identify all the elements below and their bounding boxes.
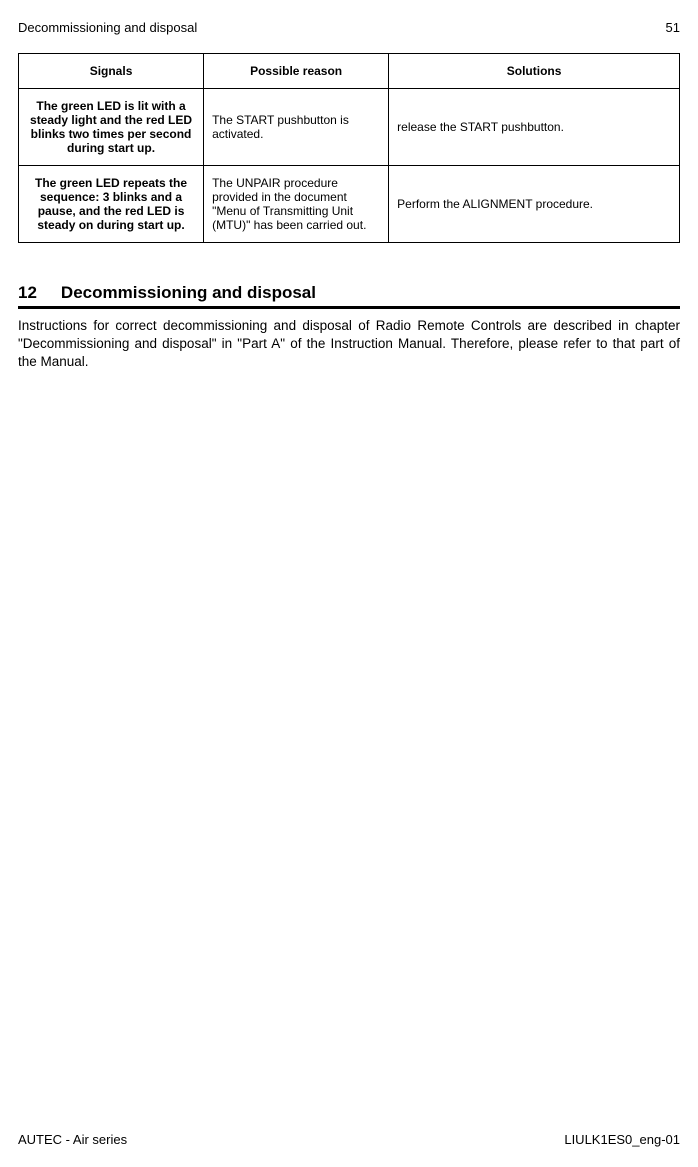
cell-reason: The START pushbutton is activated. bbox=[204, 89, 389, 166]
col-signals: Signals bbox=[19, 54, 204, 89]
cell-signals: The green LED is lit with a steady light… bbox=[19, 89, 204, 166]
footer-left: AUTEC - Air series bbox=[18, 1132, 127, 1147]
page-footer: AUTEC - Air series LIULK1ES0_eng-01 bbox=[18, 1132, 680, 1147]
col-solutions: Solutions bbox=[389, 54, 680, 89]
header-title: Decommissioning and disposal bbox=[18, 20, 197, 35]
page-header: Decommissioning and disposal 51 bbox=[18, 20, 680, 35]
cell-solution: Perform the ALIGNMENT procedure. bbox=[389, 166, 680, 243]
table-row: The green LED is lit with a steady light… bbox=[19, 89, 680, 166]
footer-right: LIULK1ES0_eng-01 bbox=[564, 1132, 680, 1147]
section-title: Decommissioning and disposal bbox=[61, 283, 316, 303]
cell-signals: The green LED repeats the sequence: 3 bl… bbox=[19, 166, 204, 243]
section-header: 12 Decommissioning and disposal bbox=[18, 283, 680, 309]
troubleshooting-table: Signals Possible reason Solutions The gr… bbox=[18, 53, 680, 243]
page-number: 51 bbox=[666, 20, 680, 35]
cell-solution: release the START pushbutton. bbox=[389, 89, 680, 166]
col-reason: Possible reason bbox=[204, 54, 389, 89]
section-number: 12 bbox=[18, 283, 37, 303]
table-header-row: Signals Possible reason Solutions bbox=[19, 54, 680, 89]
cell-reason: The UNPAIR procedure provided in the doc… bbox=[204, 166, 389, 243]
section-body: Instructions for correct decommissioning… bbox=[18, 317, 680, 372]
table-row: The green LED repeats the sequence: 3 bl… bbox=[19, 166, 680, 243]
